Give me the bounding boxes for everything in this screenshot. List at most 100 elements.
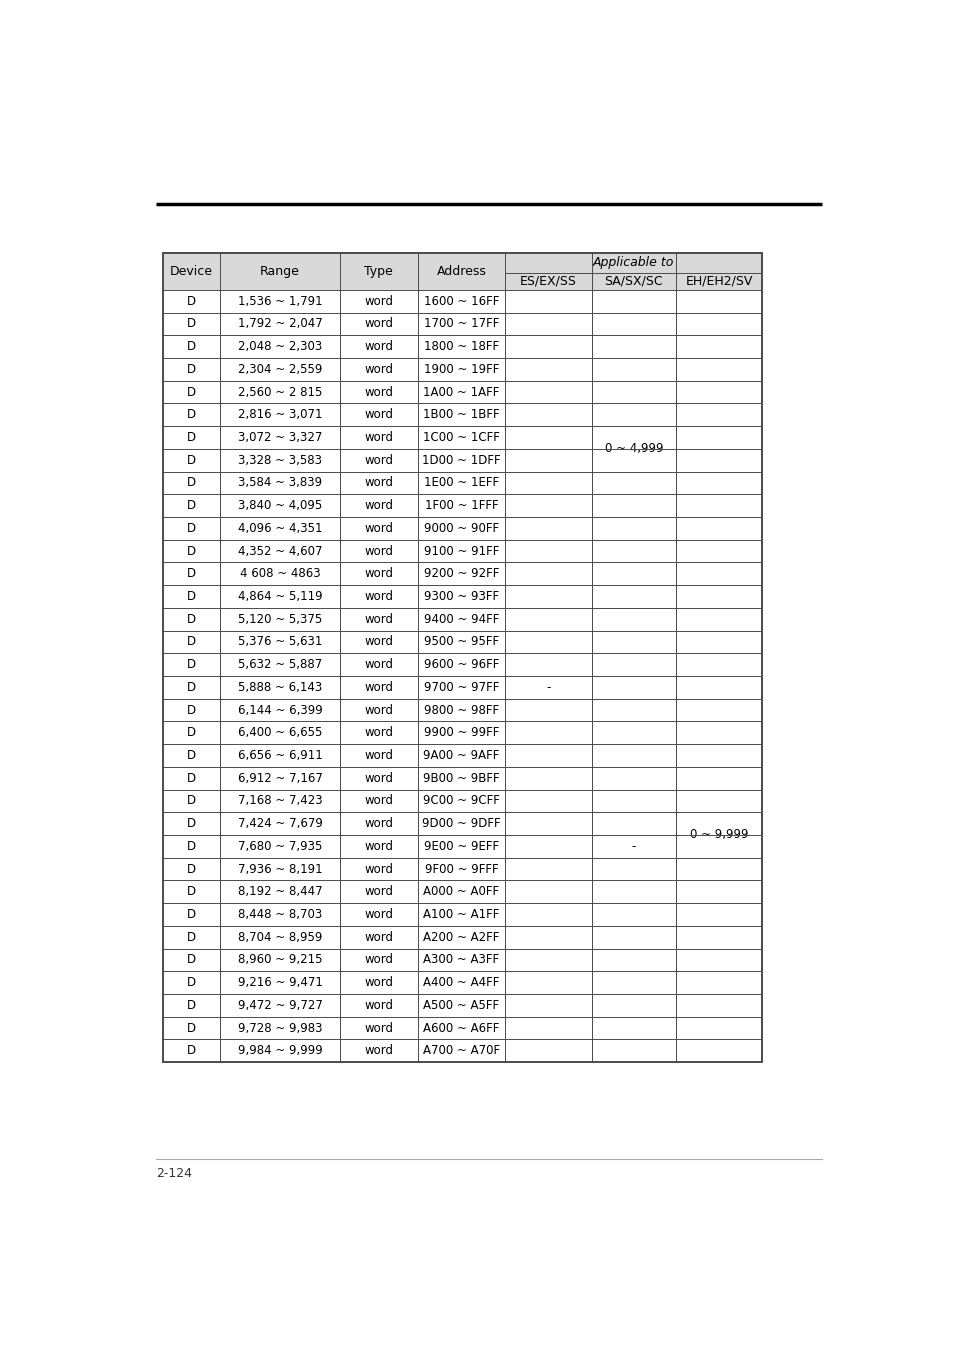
Bar [163,1017,761,1040]
Text: D: D [187,794,196,807]
Text: A000 ~ A0FF: A000 ~ A0FF [423,886,499,898]
Text: word: word [364,680,393,694]
Text: 8,960 ~ 9,215: 8,960 ~ 9,215 [237,953,322,967]
Text: 1700 ~ 17FF: 1700 ~ 17FF [423,317,498,331]
Text: 5,120 ~ 5,375: 5,120 ~ 5,375 [237,613,322,625]
Bar [163,313,761,335]
Text: 2-124: 2-124 [155,1166,192,1180]
Bar [163,471,761,494]
Text: 9200 ~ 92FF: 9200 ~ 92FF [423,567,498,580]
Text: D: D [187,1045,196,1057]
Bar [163,971,761,994]
Text: 9,216 ~ 9,471: 9,216 ~ 9,471 [237,976,322,990]
Text: 6,144 ~ 6,399: 6,144 ~ 6,399 [237,703,322,717]
Text: word: word [364,363,393,375]
Bar [163,608,761,630]
Text: 8,704 ~ 8,959: 8,704 ~ 8,959 [237,930,322,944]
Bar [163,857,761,880]
Text: Type: Type [364,265,393,278]
Text: D: D [187,703,196,717]
Text: D: D [187,840,196,853]
Text: 8,192 ~ 8,447: 8,192 ~ 8,447 [237,886,322,898]
Text: word: word [364,886,393,898]
Text: D: D [187,886,196,898]
Text: D: D [187,863,196,876]
Text: word: word [364,976,393,990]
Bar [163,252,761,1062]
Text: word: word [364,544,393,558]
Text: 0 ~ 4,999: 0 ~ 4,999 [604,443,662,455]
Text: word: word [364,909,393,921]
Text: 2,560 ~ 2 815: 2,560 ~ 2 815 [237,386,322,398]
Text: word: word [364,703,393,717]
Text: word: word [364,567,393,580]
Bar [163,540,761,563]
Text: D: D [187,386,196,398]
Text: 7,168 ~ 7,423: 7,168 ~ 7,423 [237,794,322,807]
Text: 1E00 ~ 1EFF: 1E00 ~ 1EFF [423,477,498,490]
Text: -: - [631,840,636,853]
Bar [163,448,761,471]
Text: 7,936 ~ 8,191: 7,936 ~ 8,191 [237,863,322,876]
Bar [163,563,761,585]
Text: word: word [364,454,393,467]
Text: 8,448 ~ 8,703: 8,448 ~ 8,703 [237,909,322,921]
Text: A400 ~ A4FF: A400 ~ A4FF [423,976,499,990]
Text: 4,864 ~ 5,119: 4,864 ~ 5,119 [237,590,322,603]
Text: D: D [187,1022,196,1034]
Text: 4,096 ~ 4,351: 4,096 ~ 4,351 [237,522,322,535]
Bar [163,517,761,540]
Bar [163,903,761,926]
Text: word: word [364,477,393,490]
Text: word: word [364,953,393,967]
Text: 1C00 ~ 1CFF: 1C00 ~ 1CFF [422,431,499,444]
Text: 9300 ~ 93FF: 9300 ~ 93FF [423,590,498,603]
Text: 9,984 ~ 9,999: 9,984 ~ 9,999 [237,1045,322,1057]
Text: 3,072 ~ 3,327: 3,072 ~ 3,327 [237,431,322,444]
Text: 9700 ~ 97FF: 9700 ~ 97FF [423,680,498,694]
Text: A100 ~ A1FF: A100 ~ A1FF [423,909,499,921]
Text: A700 ~ A70F: A700 ~ A70F [422,1045,499,1057]
Text: 2,304 ~ 2,559: 2,304 ~ 2,559 [237,363,322,375]
Text: D: D [187,930,196,944]
Text: D: D [187,953,196,967]
Text: D: D [187,363,196,375]
Text: D: D [187,294,196,308]
Text: word: word [364,613,393,625]
Text: D: D [187,976,196,990]
Text: ES/EX/SS: ES/EX/SS [519,275,577,288]
Text: A300 ~ A3FF: A300 ~ A3FF [423,953,499,967]
Text: 1,536 ~ 1,791: 1,536 ~ 1,791 [237,294,322,308]
Text: word: word [364,749,393,761]
Text: 4,352 ~ 4,607: 4,352 ~ 4,607 [237,544,322,558]
Text: 1600 ~ 16FF: 1600 ~ 16FF [423,294,498,308]
Text: 1B00 ~ 1BFF: 1B00 ~ 1BFF [423,408,499,421]
Text: D: D [187,749,196,761]
Text: 1A00 ~ 1AFF: 1A00 ~ 1AFF [423,386,499,398]
Bar [163,994,761,1017]
Text: word: word [364,340,393,354]
Text: 9000 ~ 90FF: 9000 ~ 90FF [423,522,498,535]
Text: word: word [364,840,393,853]
Text: word: word [364,636,393,648]
Text: word: word [364,294,393,308]
Text: A200 ~ A2FF: A200 ~ A2FF [423,930,499,944]
Text: 0 ~ 9,999: 0 ~ 9,999 [689,829,747,841]
Text: D: D [187,317,196,331]
Text: D: D [187,477,196,490]
Text: Device: Device [170,265,213,278]
Text: word: word [364,999,393,1012]
Text: SA/SX/SC: SA/SX/SC [604,275,662,288]
Bar [163,381,761,404]
Bar [163,1040,761,1062]
Text: D: D [187,636,196,648]
Text: 5,376 ~ 5,631: 5,376 ~ 5,631 [237,636,322,648]
Text: 5,888 ~ 6,143: 5,888 ~ 6,143 [237,680,322,694]
Bar [163,676,761,699]
Text: 9100 ~ 91FF: 9100 ~ 91FF [423,544,498,558]
Text: D: D [187,454,196,467]
Bar [163,252,761,290]
Text: word: word [364,772,393,784]
Text: D: D [187,657,196,671]
Text: 4 608 ~ 4863: 4 608 ~ 4863 [239,567,320,580]
